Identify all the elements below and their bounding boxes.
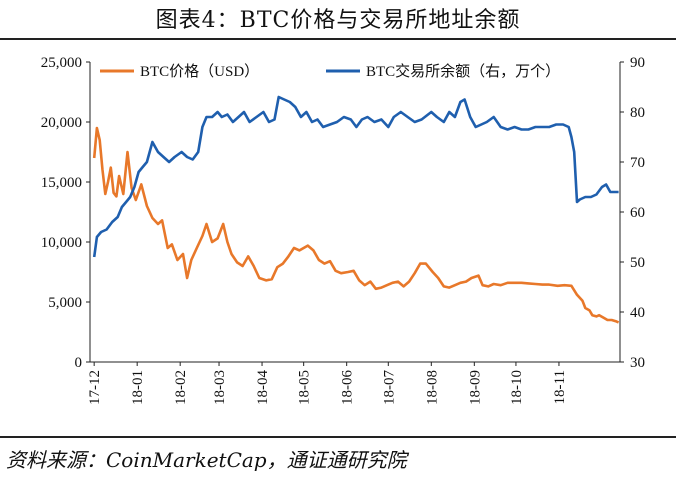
source-note: 资料来源：CoinMarketCap，通证通研究院 xyxy=(6,448,407,472)
legend-label-balance: BTC交易所余额（右，万个） xyxy=(366,62,560,80)
legend-label-price: BTC价格（USD） xyxy=(140,63,259,80)
left-tick-label: 5,000 xyxy=(48,295,82,311)
x-tick-label: 18-08 xyxy=(424,370,440,405)
right-tick-label: 30 xyxy=(630,355,645,371)
x-tick-label: 18-03 xyxy=(212,370,228,405)
x-tick-label: 18-06 xyxy=(340,370,356,405)
line-chart: 0 5,000 10,000 15,000 20,000 25,000 30 40 50 60 70… xyxy=(41,55,645,405)
right-tick-label: 70 xyxy=(630,155,645,171)
left-tick-label: 0 xyxy=(75,355,83,371)
x-tick-label: 18-07 xyxy=(381,370,397,405)
figure-title: 图表4：BTC价格与交易所地址余额 xyxy=(155,8,521,33)
left-tick-label: 25,000 xyxy=(41,55,82,71)
right-tick-label: 90 xyxy=(630,55,645,71)
right-tick-label: 60 xyxy=(630,205,645,221)
x-tick-label: 18-09 xyxy=(467,370,483,405)
right-tick-label: 50 xyxy=(630,255,645,271)
right-tick-label: 80 xyxy=(630,105,645,121)
x-tick-label: 18-01 xyxy=(130,370,146,405)
x-tick-label: 17-12 xyxy=(87,370,103,405)
x-tick-label: 18-11 xyxy=(552,370,568,404)
x-tick-label: 18-05 xyxy=(297,370,313,405)
title-rule xyxy=(0,38,676,40)
exchange-balance-line xyxy=(92,95,619,258)
left-tick-label: 20,000 xyxy=(41,115,82,131)
x-tick-label: 18-04 xyxy=(255,370,271,405)
x-tick-label: 18-02 xyxy=(173,370,189,405)
left-tick-label: 15,000 xyxy=(41,175,82,191)
right-tick-label: 40 xyxy=(630,305,645,321)
x-tick-label: 18-10 xyxy=(509,370,525,405)
btc-price-line xyxy=(92,126,620,324)
left-tick-label: 10,000 xyxy=(41,235,82,251)
source-rule xyxy=(0,436,676,438)
